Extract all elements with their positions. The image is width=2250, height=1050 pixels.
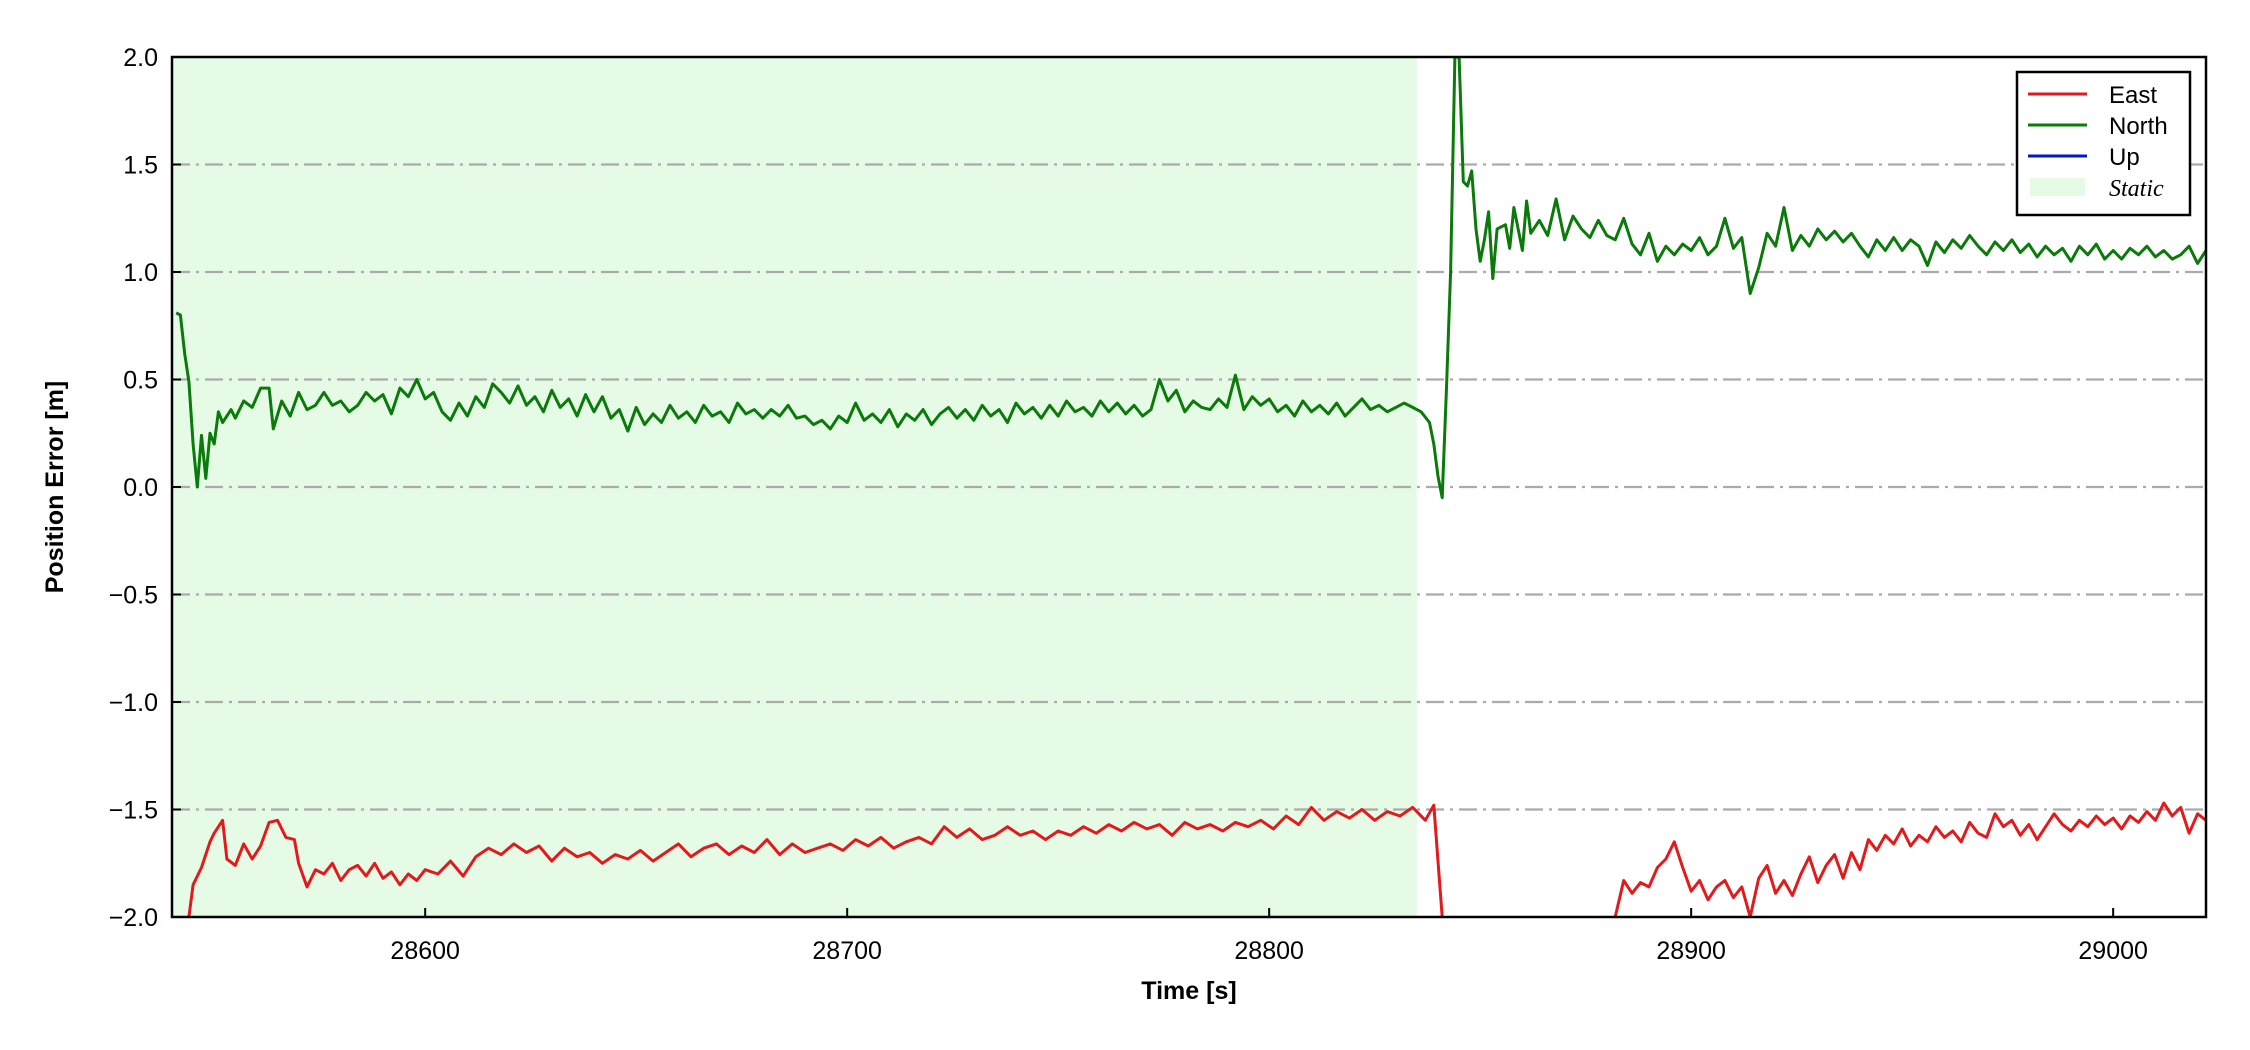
legend-static-label: Static bbox=[2109, 176, 2164, 202]
x-tick-label: 29000 bbox=[2078, 937, 2148, 965]
y-tick-label: 0.5 bbox=[123, 367, 158, 395]
x-axis-label: Time [s] bbox=[1141, 977, 1236, 1005]
legend-up-label: Up bbox=[2109, 144, 2140, 171]
x-axis: 28600 28700 28800 28900 29000 bbox=[390, 908, 2148, 965]
y-tick-label: −1.5 bbox=[109, 797, 158, 825]
x-tick-label: 28700 bbox=[812, 937, 882, 965]
legend-box bbox=[2015, 70, 2192, 217]
legend-static-swatch bbox=[2030, 178, 2085, 196]
series-line-east bbox=[187, 801, 2206, 917]
y-tick-label: −2.0 bbox=[109, 904, 158, 932]
x-tick-label: 28600 bbox=[390, 937, 460, 965]
y-tick-label: 0.0 bbox=[123, 474, 158, 502]
x-tick-label: 28800 bbox=[1234, 937, 1304, 965]
series-lines bbox=[175, 57, 2206, 917]
y-tick-label: −0.5 bbox=[109, 582, 158, 610]
x-tick-label: 28900 bbox=[1656, 937, 1726, 965]
y-tick-label: −1.0 bbox=[109, 689, 158, 717]
y-tick-label: 2.0 bbox=[123, 44, 158, 72]
grid bbox=[172, 163, 2206, 811]
y-tick-label: 1.5 bbox=[123, 152, 158, 180]
legend-east-label: East bbox=[2109, 82, 2157, 109]
legend: East North Up Static bbox=[2015, 70, 2192, 217]
series-line-north bbox=[175, 57, 2206, 500]
y-tick-label: 1.0 bbox=[123, 259, 158, 287]
legend-north-label: North bbox=[2109, 113, 2168, 140]
y-axis-label: Position Error [m] bbox=[41, 381, 69, 594]
y-axis: 2.0 1.5 1.0 0.5 0.0 −0.5 −1.0 −1.5 −2.0 bbox=[109, 44, 181, 932]
